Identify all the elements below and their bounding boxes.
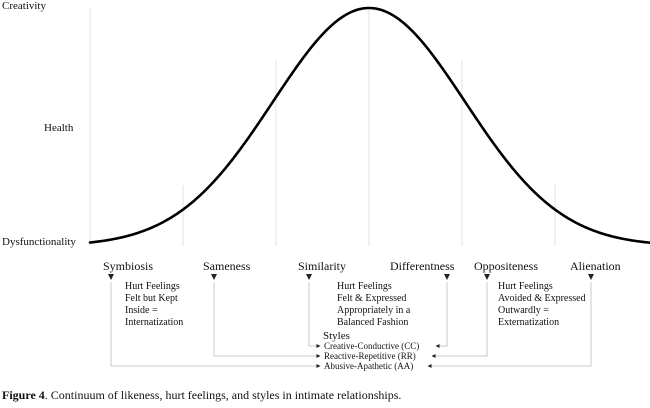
connector-cc-left — [308, 282, 321, 348]
connector-rr-left — [213, 282, 321, 358]
marker-similarity — [306, 274, 312, 280]
category-alienation: Alienation — [570, 259, 621, 273]
description-left-line: Internatization — [125, 317, 183, 328]
marker-symbiosis — [108, 274, 114, 280]
figure-caption-label: Figure 4 — [2, 388, 45, 402]
description-center: Hurt Feelings Felt & Expressed Appropria… — [337, 281, 411, 328]
category-labels: Symbiosis Sameness Similarity Differentn… — [103, 259, 621, 273]
connector-aa-left — [110, 282, 321, 368]
style-abusive-apathetic: Abusive-Apathetic (AA) — [324, 361, 413, 371]
description-right-line: Outwardly = — [498, 305, 549, 316]
marker-alienation — [588, 274, 594, 280]
axis-label-creativity: Creativity — [2, 0, 46, 12]
marker-oppositeness — [484, 274, 490, 280]
connector-lines — [110, 282, 592, 368]
marker-differentness — [444, 274, 450, 280]
category-markers — [108, 274, 594, 280]
description-center-line: Balanced Fashion — [337, 317, 408, 328]
description-left-line: Hurt Feelings — [125, 281, 180, 292]
description-center-line: Hurt Feelings — [337, 281, 392, 292]
axis-label-health: Health — [44, 122, 74, 134]
category-sameness: Sameness — [203, 259, 251, 273]
description-left-line: Felt but Kept — [125, 293, 178, 304]
figure-caption: Figure 4. Continuum of likeness, hurt fe… — [2, 388, 648, 403]
connector-cc-right — [435, 282, 448, 348]
connector-rr-right — [431, 282, 488, 358]
category-oppositeness: Oppositeness — [474, 259, 538, 273]
style-creative-conductive: Creative-Conductive (CC) — [324, 341, 419, 351]
styles-title: Styles — [323, 330, 350, 342]
description-center-line: Felt & Expressed — [337, 293, 406, 304]
category-symbiosis: Symbiosis — [103, 259, 153, 273]
category-similarity: Similarity — [298, 259, 346, 273]
bell-curve — [88, 6, 650, 245]
axis-label-dysfunctionality: Dysfunctionality — [2, 236, 76, 248]
style-reactive-repetitive: Reactive-Repetitive (RR) — [324, 351, 416, 361]
division-lines — [182, 8, 556, 246]
description-left-line: Inside = — [125, 305, 158, 316]
description-left: Hurt Feelings Felt but Kept Inside = Int… — [125, 281, 183, 328]
description-right-line: Externatization — [498, 317, 559, 328]
connector-aa-right — [427, 282, 592, 368]
description-center-line: Appropriately in a — [337, 305, 411, 316]
description-right: Hurt Feelings Avoided & Expressed Outwar… — [498, 281, 586, 328]
marker-sameness — [211, 274, 217, 280]
figure-caption-text: . Continuum of likeness, hurt feelings, … — [44, 388, 402, 402]
description-right-line: Hurt Feelings — [498, 281, 553, 292]
category-differentness: Differentness — [390, 259, 455, 273]
description-right-line: Avoided & Expressed — [498, 293, 586, 304]
